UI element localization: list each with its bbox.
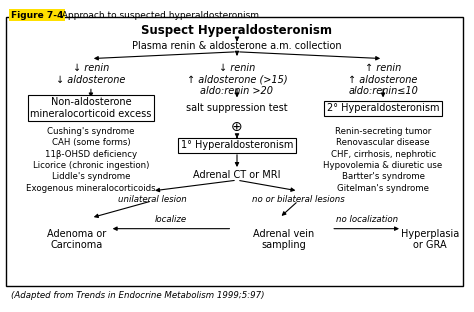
Text: Renin-secreting tumor
Renovascular disease
CHF, cirrhosis, nephrotic
Hypovolemia: Renin-secreting tumor Renovascular disea… (323, 127, 443, 193)
Text: ↓ renin
↑ aldosterone (>15)
aldo:renin >20: ↓ renin ↑ aldosterone (>15) aldo:renin >… (187, 63, 287, 96)
Text: 1° Hyperaldosteronism: 1° Hyperaldosteronism (181, 140, 293, 150)
Text: Cushing's syndrome
CAH (some forms)
11β-OHSD deficiency
Licorice (chronic ingest: Cushing's syndrome CAH (some forms) 11β-… (26, 127, 156, 193)
Text: Adrenal vein
sampling: Adrenal vein sampling (254, 229, 315, 250)
Text: ⊕: ⊕ (231, 119, 243, 134)
Text: Adenoma or
Carcinoma: Adenoma or Carcinoma (47, 229, 106, 250)
Text: (Adapted from Trends in Endocrine Metabolism 1999;5:97): (Adapted from Trends in Endocrine Metabo… (11, 290, 264, 300)
Text: no localization: no localization (336, 215, 398, 224)
Text: Adrenal CT or MRI: Adrenal CT or MRI (193, 169, 281, 179)
Text: localize: localize (155, 215, 187, 224)
Text: 2° Hyperaldosteronism: 2° Hyperaldosteronism (327, 103, 439, 113)
Text: Non-aldosterone
mineralocorticoid excess: Non-aldosterone mineralocorticoid excess (30, 97, 152, 119)
Text: Approach to suspected hyperaldosteronism: Approach to suspected hyperaldosteronism (55, 11, 259, 20)
FancyBboxPatch shape (6, 17, 463, 286)
Text: unilateral lesion: unilateral lesion (118, 195, 187, 204)
Text: no or bilateral lesions: no or bilateral lesions (252, 195, 345, 204)
Text: ↑ renin
↑ aldosterone
aldo:renin≤10: ↑ renin ↑ aldosterone aldo:renin≤10 (348, 63, 418, 96)
Text: Suspect Hyperaldosteronism: Suspect Hyperaldosteronism (142, 24, 332, 37)
Text: Figure 7-4: Figure 7-4 (11, 11, 63, 20)
Text: Plasma renin & aldosterone a.m. collection: Plasma renin & aldosterone a.m. collecti… (132, 41, 342, 51)
Text: Hyperplasia
or GRA: Hyperplasia or GRA (401, 229, 459, 250)
Text: ↓ renin
↓ aldosterone: ↓ renin ↓ aldosterone (56, 63, 126, 85)
Text: salt suppression test: salt suppression test (186, 103, 288, 113)
